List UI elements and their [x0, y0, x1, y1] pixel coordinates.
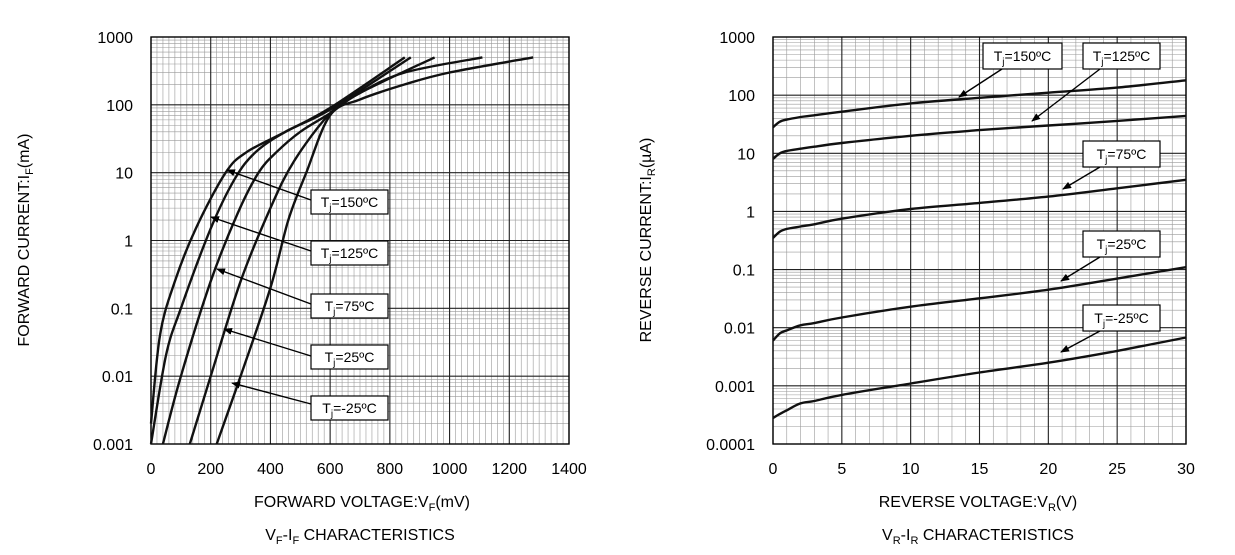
vf-if-series-label: Tj=125ºC [321, 245, 379, 265]
vr-ir-annotation-box [1082, 304, 1161, 332]
vf-if-series-label: Tj=25ºC [325, 349, 375, 369]
vf-if-x-tick-label: 800 [377, 461, 404, 478]
vr-ir-x-axis-label: REVERSE VOLTAGE:VR(V) [879, 494, 1078, 514]
vr-ir-ticks: 0 5 10 15 20 25 30 0.0001 0.001 0.01 0.1 1 10 100 1000 [706, 30, 1195, 478]
vf-if-curve-1 [149, 56, 412, 445]
vf-if-x-tick-label: 200 [197, 461, 224, 478]
vr-ir-annotations: Tj=150ºC Tj=125ºC Tj=75ºC Tj=25ºC Tj=-25ºC [958, 42, 1161, 353]
vf-if-annotation-box [310, 293, 389, 319]
vr-ir-y-axis-label: REVERSE CURRENT:IR(µA) [638, 138, 658, 343]
vr-ir-x-tick-label: 10 [902, 461, 920, 478]
vf-if-annotation-box [310, 240, 389, 266]
vf-if-x-tick-label: 1400 [551, 461, 587, 478]
vr-ir-annotation-box [1082, 140, 1161, 168]
vr-ir-curve-4 [772, 336, 1187, 420]
vr-ir-y-tick-label: 10 [737, 146, 755, 163]
vr-ir-curve-2 [772, 178, 1187, 239]
vr-ir-series-label: Tj=75ºC [1097, 146, 1147, 166]
vr-ir-annotation-arrow [1062, 166, 1101, 190]
vr-ir-chart: Tj=150ºC Tj=125ºC Tj=75ºC Tj=25ºC Tj=-25ºC 0… [638, 30, 1195, 547]
vr-ir-y-tick-label: 0.01 [724, 321, 755, 338]
vf-if-y-tick-label: 0.001 [93, 437, 133, 454]
vf-if-series-label: Tj=75ºC [325, 298, 375, 318]
vf-if-curve-4 [215, 56, 534, 445]
vr-ir-y-tick-label: 1000 [719, 30, 755, 47]
vf-if-series-label: Tj=-25ºC [322, 400, 376, 420]
vf-if-curves [149, 56, 534, 445]
vr-ir-y-tick-label: 0.0001 [706, 437, 755, 454]
vf-if-annotation-arrow [210, 216, 312, 252]
vf-if-curve-3 [188, 56, 483, 445]
vf-if-y-tick-label: 10 [115, 166, 133, 183]
vf-if-chart: Tj=150ºC Tj=125ºC Tj=75ºC Tj=25ºC Tj=-25ºC 0… [16, 30, 587, 547]
vr-ir-curve-1 [772, 114, 1187, 160]
vf-if-annotation-arrow [223, 328, 312, 357]
vr-ir-x-tick-label: 5 [837, 461, 846, 478]
vf-if-x-tick-label: 400 [257, 461, 284, 478]
vr-ir-annotation-arrow [1031, 68, 1101, 122]
vf-if-y-tick-label: 100 [106, 98, 133, 115]
vr-ir-curve-0 [772, 79, 1187, 129]
vr-ir-annotation-box [982, 42, 1063, 70]
vf-if-annotation-box [310, 189, 389, 215]
vf-if-ticks: 0 200 400 600 800 1000 1200 1400 0.001 0.01 0.1 1 10… [93, 30, 587, 478]
vr-ir-y-tick-label: 0.001 [715, 379, 755, 396]
vf-if-x-tick-label: 1200 [491, 461, 527, 478]
vf-if-y-axis-label: FORWARD CURRENT:IF(mA) [16, 134, 36, 347]
vf-if-annotation-arrow [231, 381, 312, 405]
vf-if-title: VF-IF CHARACTERISTICS [265, 527, 455, 547]
vf-if-annotation-box [310, 395, 389, 421]
vr-ir-x-tick-label: 0 [769, 461, 778, 478]
vr-ir-x-tick-label: 15 [971, 461, 989, 478]
vf-if-curve-0 [149, 56, 406, 424]
vr-ir-curves [772, 79, 1187, 420]
vr-ir-x-tick-label: 30 [1177, 461, 1195, 478]
vr-ir-series-label: Tj=125ºC [1093, 48, 1151, 68]
vf-if-y-tick-label: 1000 [97, 30, 133, 47]
vr-ir-annotation-box [1082, 230, 1161, 258]
vf-if-y-tick-label: 0.1 [111, 301, 133, 318]
vr-ir-series-label: Tj=150ºC [994, 48, 1052, 68]
vr-ir-title: VR-IR CHARACTERISTICS [882, 527, 1074, 547]
vf-if-annotation-arrow [226, 169, 312, 201]
vr-ir-y-tick-label: 0.1 [733, 263, 755, 280]
vf-if-series-label: Tj=150ºC [321, 194, 379, 214]
vf-if-y-tick-label: 1 [124, 234, 133, 251]
vr-ir-series-label: Tj=25ºC [1097, 236, 1147, 256]
vr-ir-series-label: Tj=-25ºC [1094, 310, 1148, 330]
vf-if-y-tick-label: 0.01 [102, 369, 133, 386]
vr-ir-curve-3 [772, 266, 1187, 342]
vr-ir-annotation-arrow [1060, 256, 1101, 282]
vf-if-x-tick-label: 600 [317, 461, 344, 478]
vr-ir-y-tick-label: 100 [728, 88, 755, 105]
vf-if-plot-frame [150, 36, 570, 445]
vf-if-annotation-box [310, 344, 389, 370]
vr-ir-x-tick-label: 20 [1039, 461, 1057, 478]
vr-ir-y-tick-label: 1 [746, 204, 755, 221]
vr-ir-plot-frame [772, 36, 1187, 445]
vf-if-x-axis-label: FORWARD VOLTAGE:VF(mV) [254, 494, 470, 514]
vf-if-annotation-arrow [216, 268, 312, 305]
vr-ir-x-tick-label: 25 [1108, 461, 1126, 478]
vr-ir-annotation-box [1082, 42, 1161, 70]
vf-if-annotations: Tj=150ºC Tj=125ºC Tj=75ºC Tj=25ºC Tj=-25ºC [210, 169, 389, 421]
vr-ir-annotation-arrow [1060, 330, 1101, 353]
vr-ir-annotation-arrow [958, 68, 1003, 98]
vf-if-x-tick-label: 0 [147, 461, 156, 478]
vf-if-x-tick-label: 1000 [432, 461, 468, 478]
